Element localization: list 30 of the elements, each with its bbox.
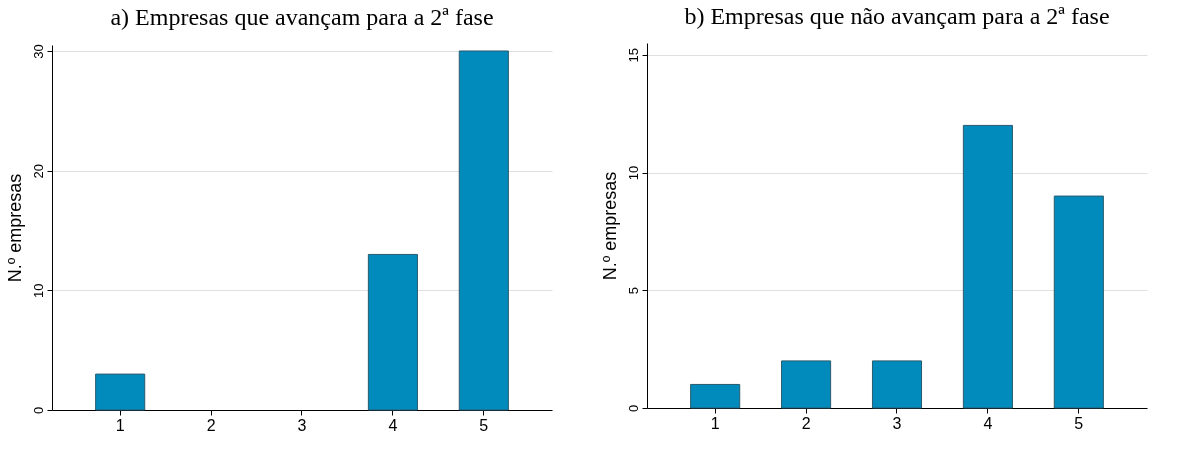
y-tick-label: 0 — [30, 406, 46, 415]
x-tick-label: 1 — [115, 416, 125, 434]
x-tick-label: 3 — [892, 414, 902, 432]
x-tick-label: 4 — [388, 416, 398, 434]
bar — [690, 383, 741, 409]
y-tick-label: 20 — [30, 163, 46, 179]
x-tick-label: 5 — [479, 416, 489, 434]
chart-title: b) Empresas que não avançam para a 2ª fase — [684, 3, 1110, 29]
bar — [1053, 195, 1104, 409]
y-tick-label: 15 — [625, 48, 641, 63]
bar — [962, 124, 1013, 409]
bar — [781, 360, 832, 409]
y-axis-title: N.º empresas — [599, 171, 620, 281]
x-tick-label: 5 — [1074, 414, 1084, 432]
y-tick-label: 10 — [30, 283, 46, 299]
y-tick-label: 5 — [625, 287, 641, 295]
x-tick-label: 2 — [801, 414, 811, 432]
x-tick-label: 3 — [297, 416, 307, 434]
bar — [871, 360, 923, 409]
y-tick-label: 10 — [625, 165, 641, 181]
chart-title: a) Empresas que avançam para a 2ª fase — [110, 3, 494, 30]
y-tick-label: 30 — [30, 44, 46, 59]
x-tick-label: 2 — [206, 416, 216, 434]
y-axis-title: N.º empresas — [4, 173, 25, 283]
x-tick-label: 1 — [710, 414, 720, 432]
bar — [367, 253, 418, 411]
bar — [458, 50, 509, 411]
x-tick-label: 4 — [983, 414, 993, 432]
bar — [95, 373, 146, 411]
y-tick-label: 0 — [625, 404, 641, 413]
